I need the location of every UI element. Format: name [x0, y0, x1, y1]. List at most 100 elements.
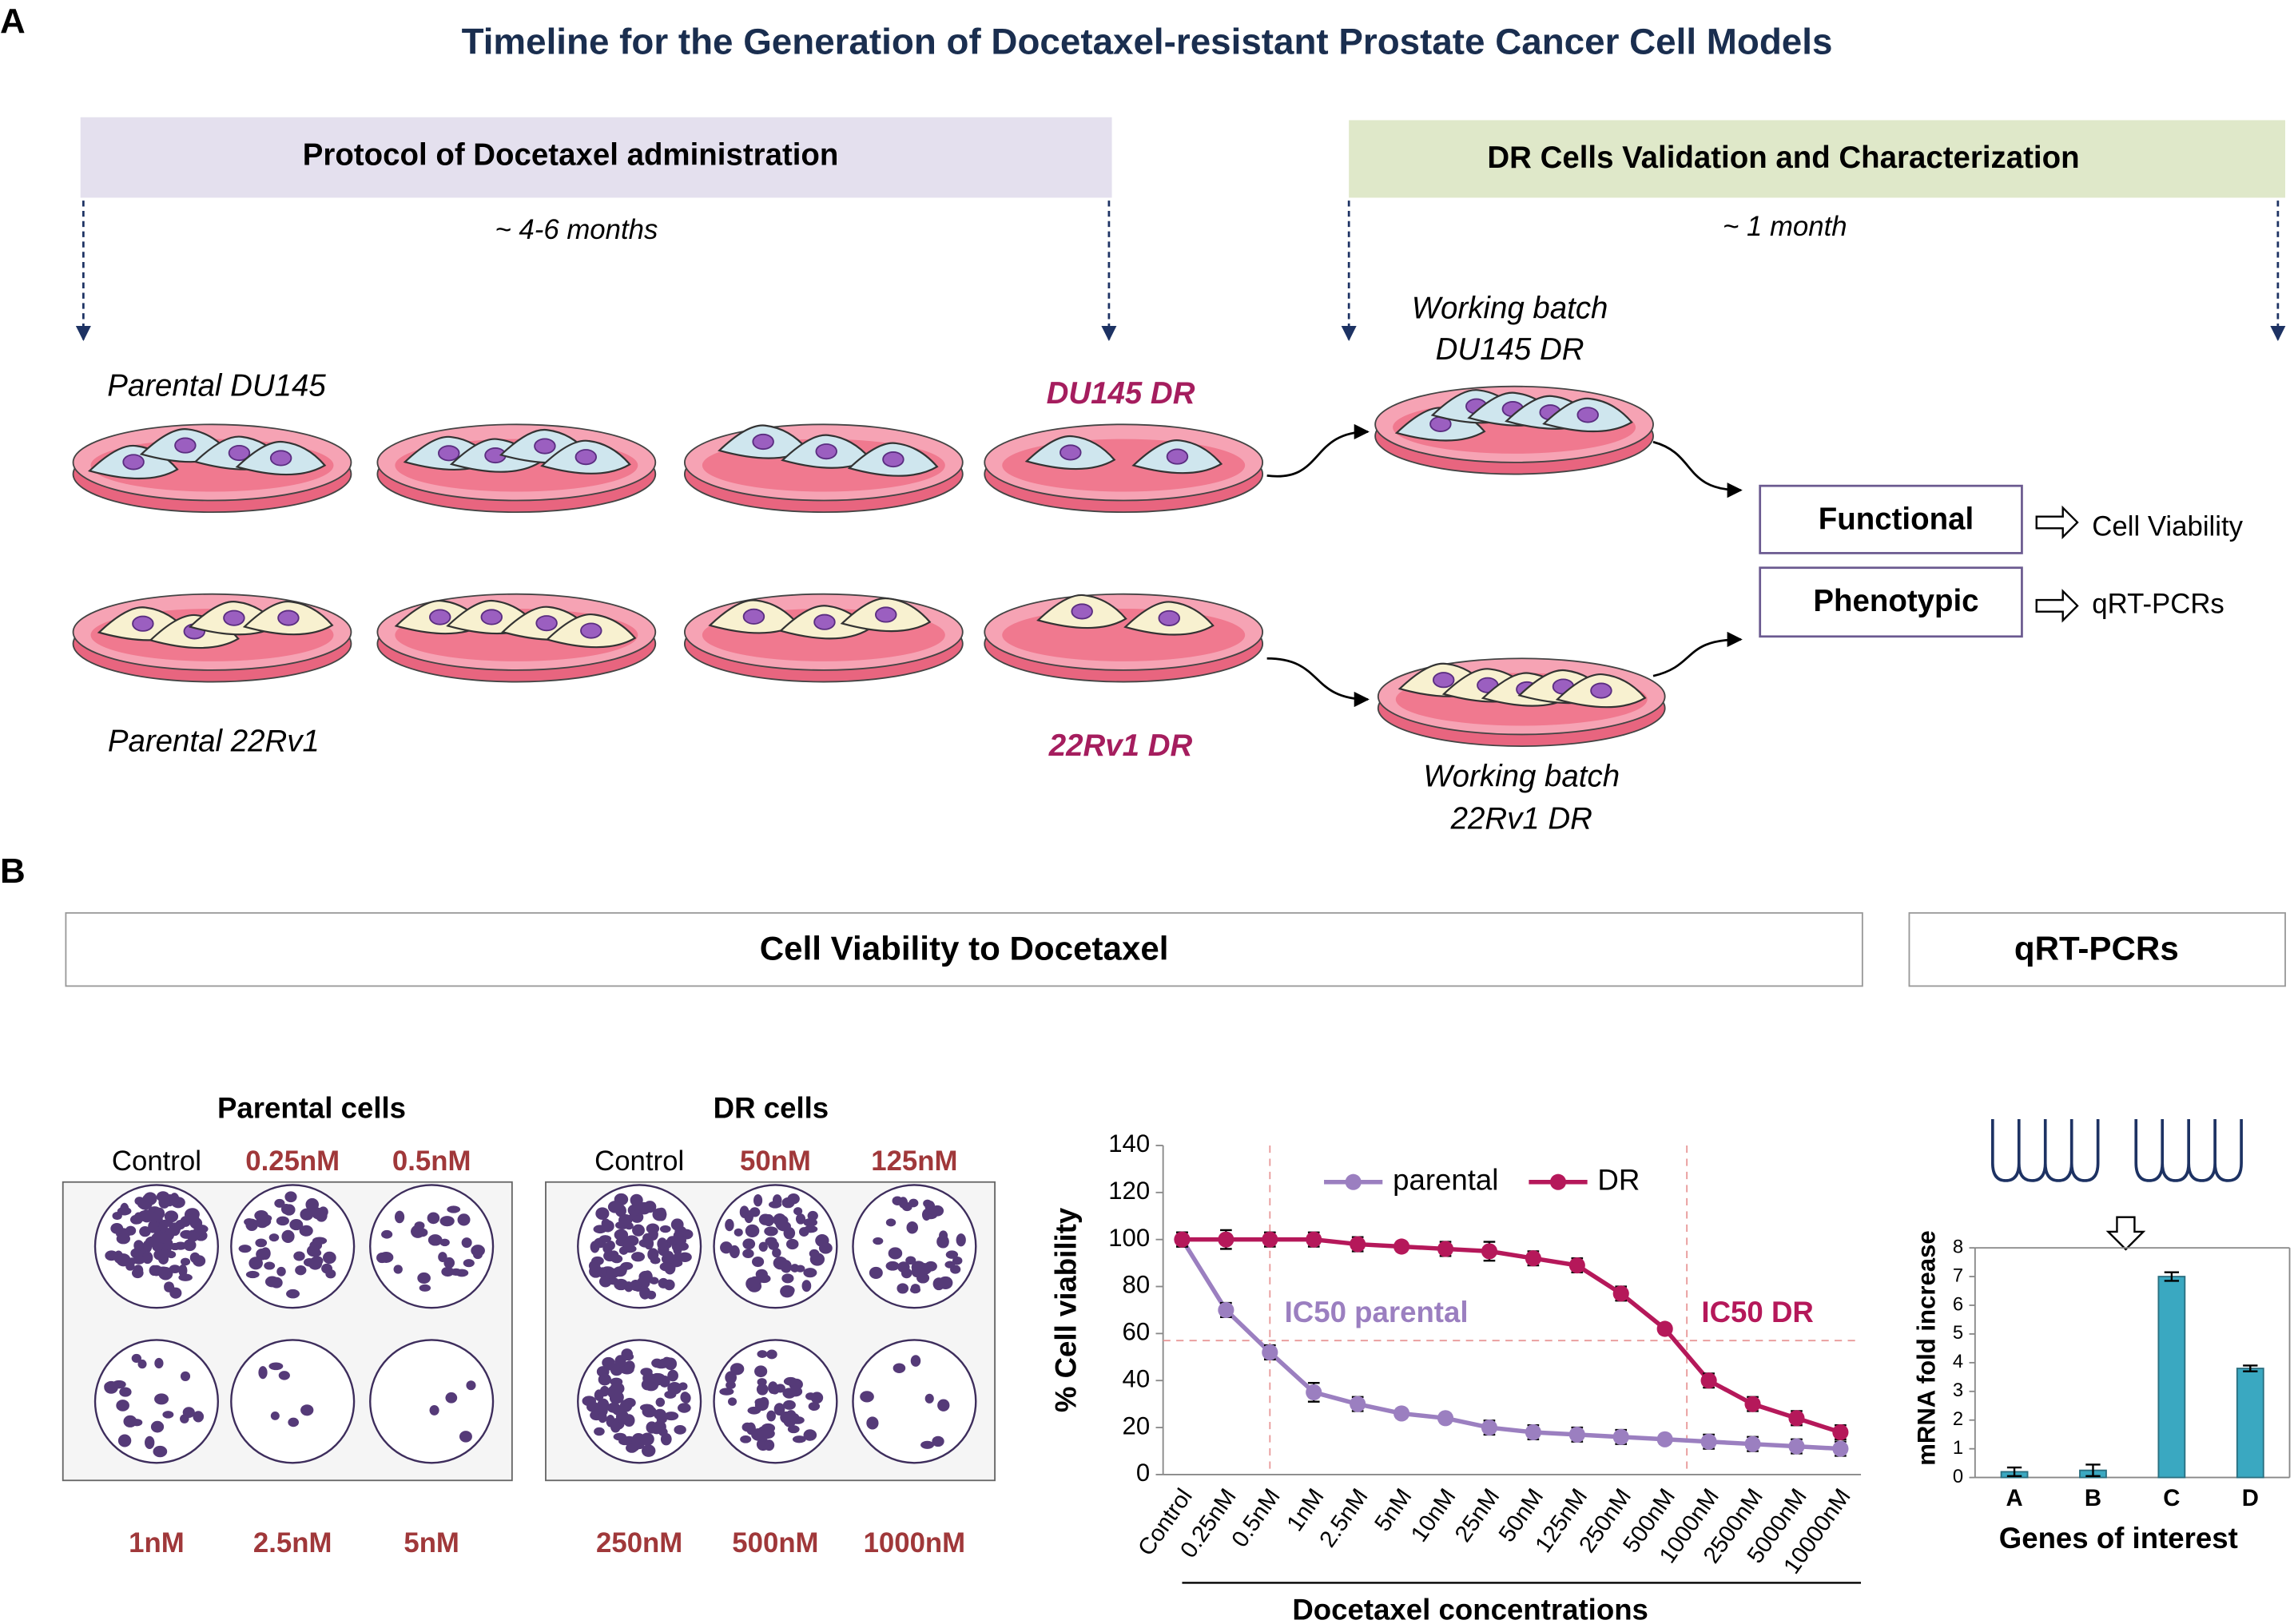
colony: [757, 1429, 773, 1439]
colony: [149, 1265, 163, 1277]
colony: [866, 1416, 879, 1430]
colony: [729, 1245, 740, 1259]
colony: [133, 1255, 145, 1265]
y-tick-label: 40: [1123, 1364, 1151, 1392]
colony: [300, 1404, 314, 1416]
x-tick-label: 25nM: [1449, 1483, 1505, 1547]
colony: [623, 1414, 635, 1427]
colony: [117, 1434, 132, 1447]
tubes: [1990, 1119, 2243, 1251]
colony: [629, 1442, 640, 1451]
nucleus: [813, 613, 836, 630]
well-label: Control: [594, 1146, 684, 1177]
well-label: 50nM: [740, 1146, 811, 1177]
error-bar: [2164, 1271, 2180, 1282]
colony: [288, 1417, 300, 1427]
colony: [255, 1238, 268, 1248]
point: [1218, 1301, 1234, 1319]
colony: [773, 1256, 788, 1270]
y-tick-label: 7: [1953, 1265, 1963, 1286]
y-tick-label: 0: [1136, 1459, 1150, 1487]
nucleus: [1158, 609, 1180, 626]
colony: [749, 1276, 761, 1288]
legend-label: DR: [1597, 1163, 1640, 1196]
assay-box: [1759, 566, 2023, 638]
colony: [742, 1238, 756, 1250]
colony: [598, 1412, 607, 1423]
colony: [910, 1355, 921, 1367]
colony: [652, 1208, 667, 1221]
working-batch-label: Working batch: [1423, 760, 1620, 794]
protocol-header-box: [80, 117, 1112, 198]
colony: [623, 1397, 636, 1408]
colony: [116, 1233, 131, 1245]
colony: [781, 1273, 794, 1284]
colony: [312, 1237, 328, 1245]
nucleus: [1432, 672, 1455, 689]
colony: [264, 1261, 276, 1270]
colony: [720, 1241, 733, 1254]
colony: [873, 1237, 884, 1245]
colony: [245, 1270, 260, 1279]
colony: [607, 1201, 622, 1213]
colony: [614, 1229, 629, 1241]
colony: [663, 1279, 675, 1291]
colony: [598, 1276, 612, 1288]
colony: [312, 1210, 327, 1220]
protocol-header: Protocol of Docetaxel administration: [303, 137, 839, 172]
point: [1525, 1423, 1541, 1441]
y-tick-label: 140: [1108, 1130, 1150, 1157]
colony: [300, 1208, 314, 1221]
nucleus: [269, 450, 292, 467]
colony: [644, 1237, 654, 1250]
point: [1306, 1384, 1322, 1401]
colony: [719, 1388, 734, 1396]
plate-title: Parental cells: [217, 1092, 406, 1125]
cell-line-label: Parental DU145: [107, 369, 326, 403]
colony: [281, 1229, 295, 1244]
colony: [664, 1412, 679, 1421]
colony: [763, 1439, 775, 1451]
colony: [758, 1213, 772, 1225]
plate-title: DR cells: [714, 1092, 829, 1125]
colony: [310, 1256, 324, 1266]
colony: [914, 1266, 926, 1278]
charts: 020406080100120140Control0.25nM0.5nM1nM2…: [1049, 1130, 2291, 1624]
colony: [768, 1240, 779, 1250]
assay-label: Functional: [1819, 502, 1974, 536]
colony: [443, 1257, 455, 1269]
colony: [182, 1407, 195, 1419]
colony: [193, 1224, 209, 1234]
colony: [744, 1210, 753, 1224]
colony: [588, 1260, 601, 1272]
colony: [154, 1357, 164, 1369]
colony: [658, 1375, 670, 1388]
validation-header-box: [1349, 120, 2286, 198]
y-tick-label: 0: [1953, 1466, 1963, 1487]
colony: [807, 1210, 818, 1221]
colony: [631, 1199, 643, 1212]
colony: [888, 1247, 903, 1260]
colony: [921, 1209, 932, 1221]
colony: [137, 1359, 147, 1369]
colony: [932, 1435, 944, 1447]
colony: [145, 1435, 155, 1450]
colony: [646, 1372, 655, 1384]
nucleus: [742, 608, 765, 625]
point: [1262, 1231, 1278, 1248]
colony: [276, 1216, 289, 1226]
colony: [869, 1266, 883, 1279]
colony: [944, 1261, 956, 1269]
colony: [728, 1397, 737, 1406]
colony: [725, 1218, 734, 1232]
assay-label: Phenotypic: [1813, 584, 1978, 618]
colony: [112, 1212, 122, 1221]
point: [1437, 1410, 1454, 1427]
colony: [286, 1288, 300, 1299]
point: [1612, 1428, 1629, 1445]
colony: [447, 1205, 461, 1213]
well-label: 500nM: [732, 1528, 818, 1558]
point: [1700, 1433, 1717, 1450]
colony: [139, 1226, 151, 1237]
